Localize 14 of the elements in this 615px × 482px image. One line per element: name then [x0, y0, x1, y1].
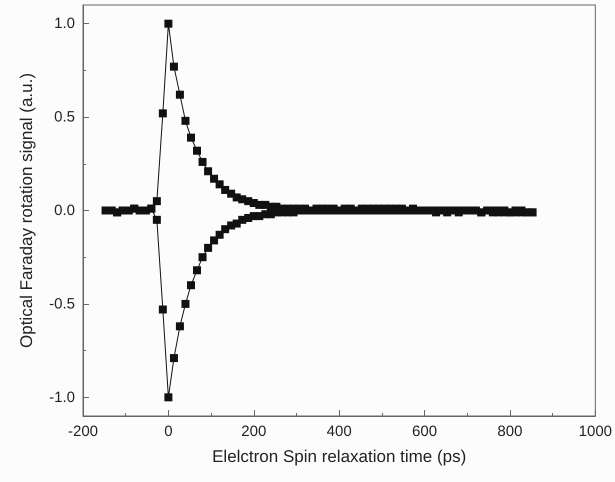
y-tick-label: 0.5	[54, 108, 75, 126]
y-tick-label: -0.5	[49, 295, 75, 312]
x-tick-label: 600	[412, 423, 438, 440]
x-tick-label: 400	[326, 423, 352, 440]
x-tick-label: -200	[68, 423, 98, 440]
y-tick-label: -1.0	[49, 388, 75, 406]
x-tick-label: 800	[497, 423, 522, 440]
x-tick-label: 0	[164, 423, 173, 440]
x-axis-title: Elelctron Spin relaxation time (ps)	[212, 447, 466, 466]
x-tick-label: 200	[241, 423, 266, 440]
y-tick-label: 1.0	[54, 15, 75, 32]
y-tick-label: 0.0	[54, 202, 75, 219]
x-tick-label: 1000	[578, 423, 612, 440]
y-axis-title: Optical Faraday rotation signal (a.u.)	[17, 73, 36, 348]
